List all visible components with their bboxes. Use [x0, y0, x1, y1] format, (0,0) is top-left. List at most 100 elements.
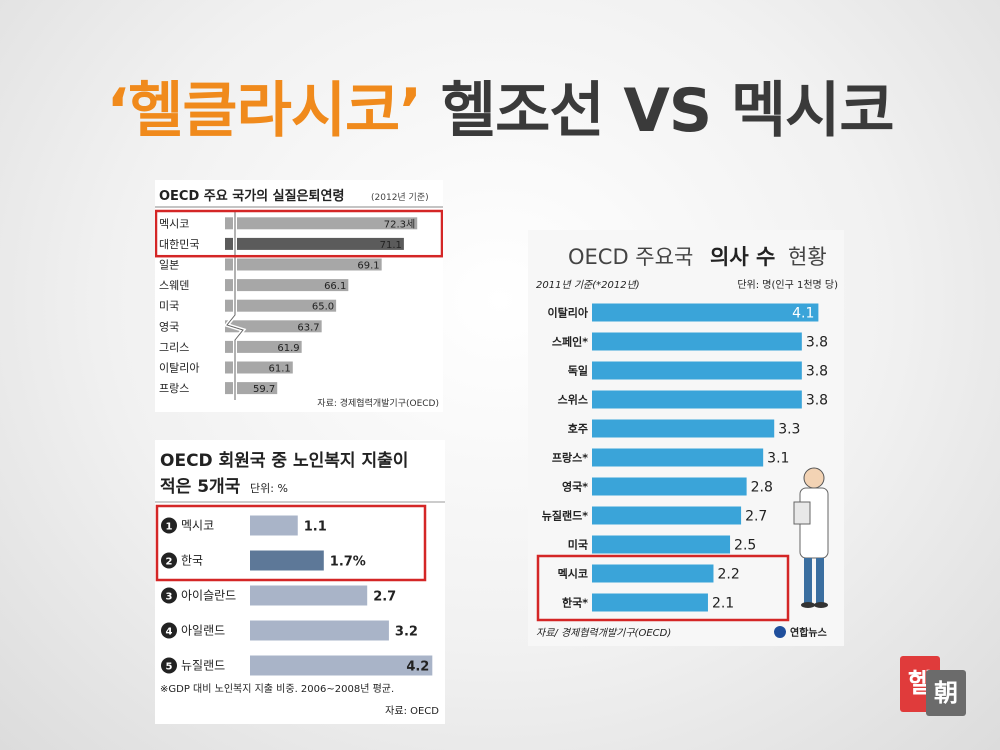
- chart1-title: OECD 주요 국가의 실질은퇴연령: [159, 188, 344, 204]
- chart3-title-part3: 현황: [788, 245, 827, 269]
- chart1-value-label: 61.9: [277, 343, 299, 354]
- chart2-category-label: 한국: [181, 554, 203, 568]
- chart1-category-label: 스웨덴: [159, 279, 189, 292]
- chart3-bar: [592, 448, 764, 467]
- chart3-bar: [592, 535, 731, 554]
- chart2-bar: [250, 655, 433, 676]
- chart3-value-label: 2.7: [745, 509, 767, 525]
- chart3-value-label: 2.8: [751, 480, 773, 496]
- chart2-rank-number: 3: [166, 592, 173, 603]
- chart3-category-label: 영국*: [562, 481, 588, 494]
- chart2-bar: [250, 620, 389, 641]
- chart2-source: 자료: OECD: [385, 705, 439, 717]
- chart3-value-label: 2.5: [734, 538, 756, 554]
- chart2-value-label: 4.2: [406, 660, 429, 675]
- chart2-rank-badge: [161, 517, 177, 534]
- chart1-bar: [225, 299, 337, 312]
- chart3-category-label: 한국*: [562, 596, 588, 610]
- chart3-bar: [592, 506, 742, 525]
- chart2-bar: [250, 550, 324, 571]
- chart3-category-label: 스페인*: [552, 335, 588, 349]
- chart1-subtitle: (2012년 기준): [371, 192, 429, 203]
- chart3-category-label: 뉴질랜드*: [542, 509, 588, 523]
- chart3-title-part2: 의사 수: [710, 245, 775, 269]
- chart1-value-label: 69.1: [357, 261, 379, 272]
- chart1-value-label: 66.1: [324, 281, 346, 292]
- chart1-bar: [225, 382, 278, 395]
- chart2-rank-badge: [161, 552, 177, 569]
- chart2-category-label: 뉴질랜드: [181, 659, 225, 673]
- chart2-rank-number: 1: [166, 522, 173, 533]
- chart1-bar: [225, 340, 302, 353]
- chart1-value-label: 65.0: [312, 302, 334, 313]
- doctor-head: [803, 467, 825, 489]
- chart2-rank-number: 2: [166, 557, 173, 568]
- chart3-value-label: 3.3: [778, 422, 800, 438]
- chart3-value-label: 3.1: [767, 451, 789, 467]
- chart3-category-label: 스위스: [558, 394, 588, 407]
- chart2-title: OECD 회원국 중 노인복지 지출이: [160, 451, 408, 471]
- chart1-category-label: 그리스: [159, 341, 189, 354]
- chart2-value-label: 1.7%: [330, 555, 366, 570]
- chart1-bar: [225, 237, 404, 250]
- chart3-bar: [592, 564, 714, 583]
- chart3-category-label: 이탈리아: [548, 306, 589, 320]
- chart3-title-part1: OECD 주요국: [568, 245, 693, 269]
- doctors-chart: OECD 주요국 의사 수 현황 2011년 기준(*2012년) 단위: 명(인구 1…: [528, 230, 844, 646]
- doctor-shoe-left: [801, 602, 815, 608]
- chart3-bar: [592, 419, 775, 438]
- retirement-age-chart-svg: OECD 주요 국가의 실질은퇴연령 (2012년 기준) 멕시코 72.3세대한민국…: [155, 188, 443, 409]
- chart2-rank-badge: [161, 657, 177, 674]
- chart1-value-label: 59.7: [253, 384, 275, 395]
- chart3-unit: 단위: 명(인구 1천명 당): [737, 278, 838, 291]
- chart3-category-label: 멕시코: [558, 567, 588, 581]
- chart3-bar: [592, 332, 802, 351]
- yonhap-logo-icon: [774, 626, 786, 638]
- chart2-rank-number: 4: [166, 627, 173, 638]
- chart1-value-label: 72.3세: [384, 218, 415, 230]
- chart1-value-label: 61.1: [269, 364, 291, 375]
- chart2-value-label: 1.1: [304, 520, 327, 535]
- chart2-rank-badge: [161, 587, 177, 604]
- chart2-category-label: 아일랜드: [181, 624, 225, 638]
- chart1-bar: [225, 361, 293, 374]
- chart2-title-line2: 적은 5개국: [160, 477, 241, 497]
- chart1-category-label: 미국: [159, 300, 179, 313]
- heljo-logo: 헬 朝: [900, 656, 968, 718]
- chart2-bar: [250, 515, 298, 536]
- chart3-category-label: 프랑스*: [552, 452, 588, 465]
- chart2-rank-badge: [161, 622, 177, 639]
- doctor-shoe-right: [814, 602, 828, 608]
- chart1-value-label: 71.1: [380, 240, 402, 251]
- chart3-value-label: 3.8: [806, 364, 828, 380]
- chart3-highlight-box: [536, 554, 790, 622]
- chart2-value-label: 3.2: [395, 625, 418, 640]
- chart3-category-label: 독일: [568, 364, 588, 378]
- chart2-bar: [250, 585, 368, 606]
- chart1-category-label: 영국: [159, 320, 179, 333]
- chart3-bar: [592, 361, 802, 380]
- chart1-bar: [225, 258, 382, 271]
- chart2-highlight-box: [155, 504, 427, 582]
- title-rest: 헬조선 VS 멕시코: [440, 76, 895, 146]
- chart2-category-label: 아이슬란드: [181, 589, 236, 603]
- chart3-bar: [592, 390, 802, 409]
- chart1-bar: [225, 279, 349, 292]
- chart1-category-label: 프랑스: [159, 382, 189, 395]
- retirement-age-chart: OECD 주요 국가의 실질은퇴연령 (2012년 기준) 멕시코 72.3세 대한민국…: [155, 180, 443, 412]
- chart1-category-label: 멕시코: [159, 217, 189, 230]
- chart2-unit: 단위: %: [250, 482, 288, 495]
- chart3-bar: [592, 593, 708, 612]
- elderly-welfare-chart: OECD 회원국 중 노인복지 지출이 적은 5개국 단위: % 1 멕시코 1.1 2 한국…: [155, 440, 445, 724]
- chart1-source: 자료: 경제협력개발기구(OECD): [317, 397, 439, 409]
- chart3-category-label: 미국: [568, 538, 588, 552]
- title-highlight: ‘헬클라시코’: [106, 76, 422, 146]
- chart1-bar: [225, 320, 322, 333]
- chart3-value-label: 2.2: [717, 567, 739, 583]
- chart3-bar: [592, 477, 747, 496]
- doctor-leg-left: [804, 558, 812, 603]
- chart3-credit: 연합뉴스: [790, 626, 827, 639]
- doctor-illustration: [793, 467, 829, 608]
- chart1-axis-break-line: [226, 210, 244, 400]
- chart2-note: ※GDP 대비 노인복지 지출 비중. 2006~2008년 평균.: [160, 683, 394, 695]
